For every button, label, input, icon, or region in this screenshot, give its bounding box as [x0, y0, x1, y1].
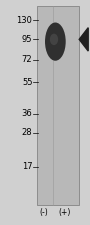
Text: 130: 130 — [17, 16, 32, 25]
Polygon shape — [79, 28, 88, 51]
Text: 28: 28 — [22, 128, 32, 137]
Text: 95: 95 — [22, 35, 32, 44]
Text: 36: 36 — [22, 109, 32, 118]
Bar — [37, 6, 79, 205]
Text: 72: 72 — [22, 55, 32, 64]
Text: 17: 17 — [22, 162, 32, 171]
Text: 55: 55 — [22, 78, 32, 87]
Ellipse shape — [50, 34, 58, 45]
Text: (-): (-) — [40, 208, 49, 217]
Ellipse shape — [45, 22, 66, 61]
Text: (+): (+) — [59, 208, 71, 217]
